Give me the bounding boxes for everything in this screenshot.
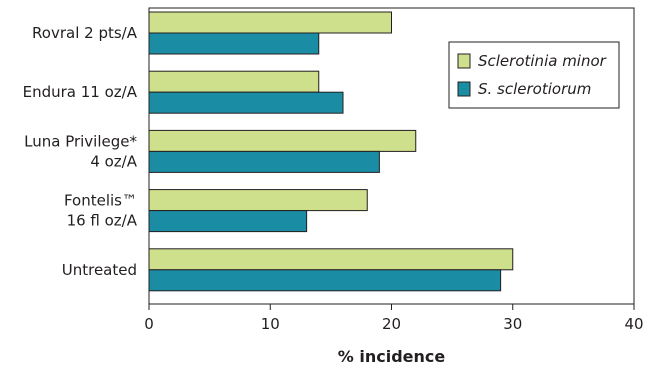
x-tick-label: 30 xyxy=(503,315,522,333)
legend-swatch xyxy=(457,53,471,69)
x-axis-title: % incidence xyxy=(338,347,446,366)
bar-series1-cat4 xyxy=(148,189,368,212)
legend-swatch xyxy=(457,81,471,97)
category-label: Endura 11 oz/A xyxy=(23,83,138,101)
x-tick-label: 0 xyxy=(144,315,154,333)
legend: Sclerotinia minor S. sclerotiorum xyxy=(448,41,620,109)
legend-box xyxy=(448,41,620,109)
bar-series1-cat1 xyxy=(148,11,392,34)
x-tick-label: 10 xyxy=(261,315,280,333)
category-label: Luna Privilege* xyxy=(24,132,137,150)
x-tick-label: 20 xyxy=(382,315,401,333)
category-label: 16 fl oz/A xyxy=(67,212,138,230)
x-axis-ticks: 0 10 20 30 40 xyxy=(144,304,644,333)
bar-series2-cat1 xyxy=(148,32,320,55)
bar-series1-cat3 xyxy=(148,129,417,152)
category-label: Rovral 2 pts/A xyxy=(32,24,138,42)
bar-series1-cat2 xyxy=(148,70,320,93)
legend-label: Sclerotinia minor xyxy=(478,52,607,70)
legend-label: S. sclerotiorum xyxy=(478,80,591,98)
category-label: 4 oz/A xyxy=(90,152,137,170)
bar-series2-cat3 xyxy=(148,150,380,173)
category-label: Untreated xyxy=(62,261,137,279)
category-label: Fontelis™ xyxy=(64,192,137,210)
bar-series2-cat2 xyxy=(148,91,344,114)
category-labels: Rovral 2 pts/A Endura 11 oz/A Luna Privile… xyxy=(23,24,138,279)
bar-series2-cat4 xyxy=(148,210,308,233)
bar-series1-cat5 xyxy=(148,248,514,271)
x-tick-label: 40 xyxy=(624,315,643,333)
bar-series2-cat5 xyxy=(148,269,502,292)
